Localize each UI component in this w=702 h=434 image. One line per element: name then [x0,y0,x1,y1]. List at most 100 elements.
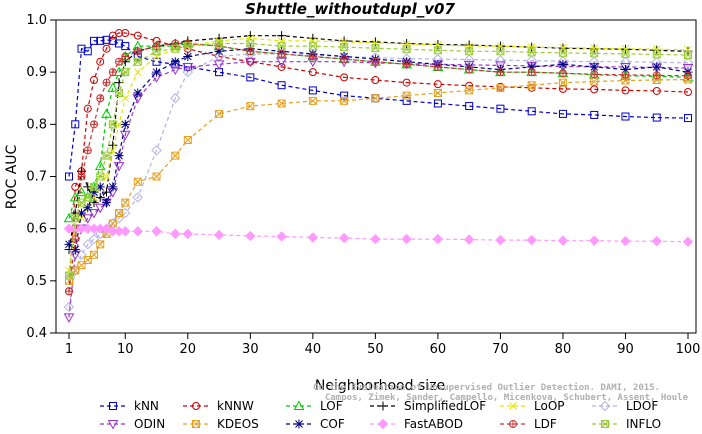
data-point [433,99,442,108]
data-point [94,203,106,214]
series-fastabod [63,223,694,247]
data-point [433,80,442,89]
data-point [133,57,142,66]
data-point [558,48,567,57]
data-point [120,226,131,237]
data-point [590,49,599,58]
data-point [102,187,112,197]
data-point [182,62,194,73]
data-point [82,214,94,224]
data-point [277,31,287,41]
data-point [621,70,630,79]
data-point [96,172,105,181]
data-point [308,52,317,61]
data-point [589,62,599,72]
data-point [83,203,93,213]
data-point [63,301,75,313]
data-point [63,212,75,223]
legend-label: COF [320,417,345,431]
data-point [558,109,567,118]
data-point [589,235,600,246]
data-point [340,55,349,64]
x-tick-label: 50 [367,342,384,357]
data-point [115,209,124,218]
data-point [152,57,161,66]
data-point [183,135,192,144]
legend-marker [294,419,304,429]
legend-marker [107,420,119,430]
legend-label: kNN [134,399,159,413]
data-point [69,191,81,202]
data-point [402,91,411,100]
data-point [108,120,117,129]
x-tick-label: 40 [305,342,322,357]
data-point [620,235,631,247]
data-point [90,182,99,191]
data-point [684,50,692,59]
data-point [96,36,105,45]
x-axis-title: Neighborhood size [315,378,445,394]
data-point [652,50,661,59]
data-point [684,87,692,96]
series-ldf [65,39,693,296]
data-point [83,146,92,155]
legend-item: LoOP [500,399,565,413]
data-point [465,65,474,74]
data-point [495,234,506,246]
data-point [465,102,474,111]
data-point [121,198,130,207]
data-point [70,245,80,255]
series-line [68,78,689,282]
data-point [277,49,286,58]
data-point [133,47,142,56]
data-point [152,67,162,77]
data-point [213,229,225,241]
data-point [121,68,130,77]
legend-label: kNNW [217,399,254,413]
legend-label: LDOF [626,399,658,413]
data-point [151,145,162,156]
data-point [245,230,256,242]
data-point [82,239,93,250]
data-point [88,233,100,245]
watermark-line-1: On the Evaluation of Unsupervised Outlie… [313,382,660,393]
data-point [65,287,74,296]
data-point [108,140,118,150]
data-point [496,83,505,92]
data-point [276,57,287,68]
data-point [558,59,568,69]
data-point [527,48,536,57]
data-point [115,39,124,48]
data-point [96,57,105,66]
y-tick-label: 0.9 [26,65,47,80]
x-tick-label: 100 [676,342,701,357]
series-line [68,37,689,271]
data-point [463,234,475,245]
x-tick-label: 10 [117,342,134,357]
data-point [682,57,694,68]
data-point [401,233,412,245]
data-point [432,233,444,245]
series-kdeos [65,75,692,285]
data-point [277,62,286,71]
data-point [277,42,286,51]
data-point [102,151,111,160]
data-point [620,65,630,75]
series-inflo [65,39,692,280]
data-point [90,120,99,129]
data-point [71,120,80,129]
data-point [652,71,661,80]
y-tick-label: 0.7 [26,170,47,185]
data-point [108,182,118,192]
x-tick-label: 70 [492,342,509,357]
legend-item: SimplifiedLOF [370,399,486,413]
data-point [244,57,256,68]
legend: kNN kNNW LOF SimplifiedLOF LoOP LDOF ODIN KDEOS… [100,399,661,431]
data-point [77,44,86,53]
data-point [527,62,537,72]
data-point [308,68,317,77]
data-point [152,172,161,181]
legend-label: SimplifiedLOF [404,399,486,413]
legend-item: LOF [286,399,343,413]
data-point [113,66,125,77]
